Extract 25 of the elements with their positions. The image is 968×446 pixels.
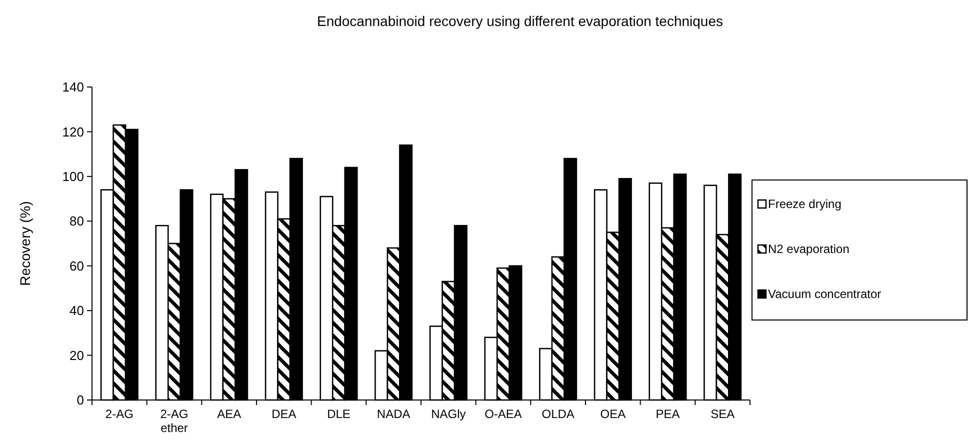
x-tick-label: 2-AG ether xyxy=(160,407,188,435)
y-tick-label: 40 xyxy=(70,303,84,318)
legend-label: Vacuum concentrator xyxy=(768,287,882,302)
x-tick-label: AEA xyxy=(217,407,242,421)
legend-label: N2 evaporation xyxy=(768,242,850,256)
x-tick-label: O-AEA xyxy=(484,407,522,421)
chart-title: Endocannabinoid recovery using different evaporation techniques xyxy=(316,13,724,29)
x-tick-label: OEA xyxy=(600,407,626,421)
x-tick-label: 2-AG xyxy=(105,407,134,421)
y-tick-label: 100 xyxy=(62,168,84,184)
x-tick-label: DLE xyxy=(327,407,350,421)
x-tick-label: OLDA xyxy=(542,407,574,421)
y-tick-label: 120 xyxy=(62,124,84,140)
y-tick-label: 60 xyxy=(70,258,84,274)
x-tick-label: PEA xyxy=(656,407,680,421)
x-tick-label: DEA xyxy=(272,407,296,421)
y-tick-label: 80 xyxy=(70,214,84,229)
y-axis-title: Recovery (%) xyxy=(17,201,33,286)
y-tick-label: 0 xyxy=(76,392,84,408)
y-tick-label: 140 xyxy=(62,80,84,95)
x-tick-label: NAGly xyxy=(431,407,466,421)
y-tick-label: 20 xyxy=(70,348,84,363)
x-tick-label: NADA xyxy=(376,407,410,421)
legend-label: Freeze drying xyxy=(768,197,842,212)
x-tick-label: SEA xyxy=(710,407,735,421)
